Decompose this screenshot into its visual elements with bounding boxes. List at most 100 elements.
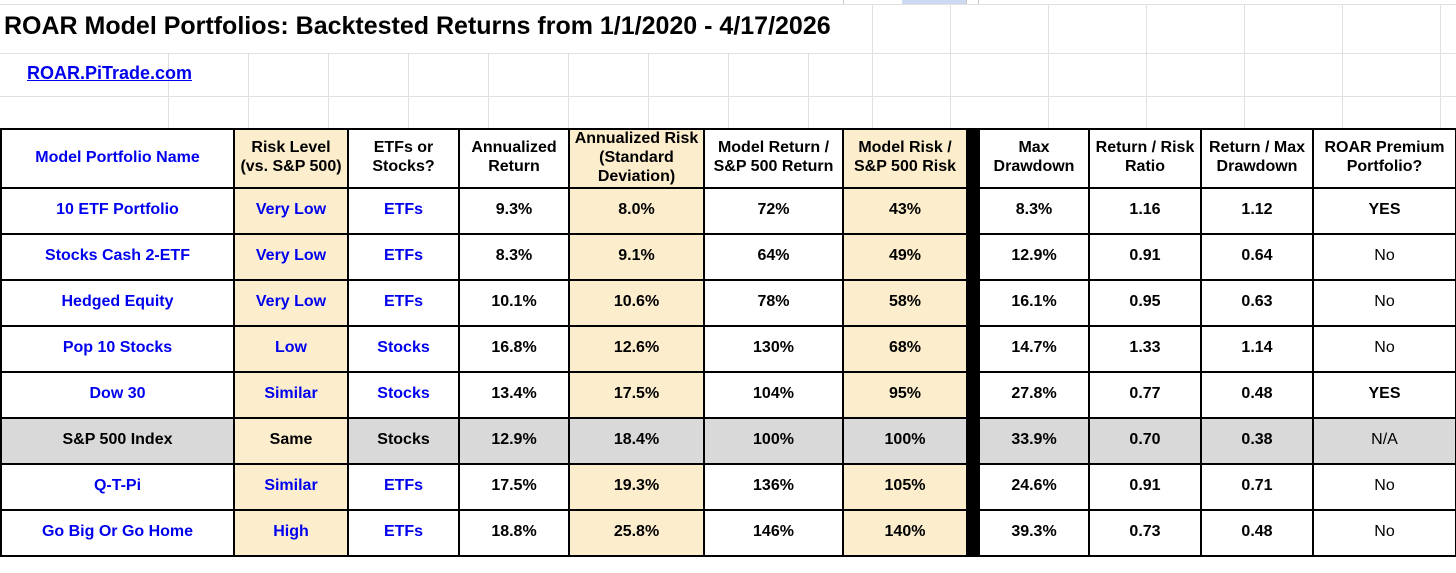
cell-premium: No xyxy=(1312,232,1456,281)
cell-return_risk_ratio: 1.16 xyxy=(1088,186,1202,235)
cell-annualized_return: 9.3% xyxy=(458,186,570,235)
table-row-go-big-or-go-home: Go Big Or Go Home High ETFs 18.8% 25.8% 146% 1… xyxy=(0,508,1456,557)
cell-etfs_or_stocks: ETFs xyxy=(347,186,460,235)
column-header-model_risk: Model Risk / S&P 500 Risk xyxy=(842,128,968,189)
cell-etfs_or_stocks: Stocks xyxy=(347,416,460,465)
site-link[interactable]: ROAR.PiTrade.com xyxy=(27,63,193,83)
gridline xyxy=(568,53,569,128)
cell-premium: N/A xyxy=(1312,416,1456,465)
cell-etfs_or_stocks: ETFs xyxy=(347,232,460,281)
cell-annualized_return: 17.5% xyxy=(458,462,570,511)
cell-return_max_drawdown: 1.14 xyxy=(1200,324,1314,373)
cell-model_return: 64% xyxy=(703,232,844,281)
cell-name: Dow 30 xyxy=(0,370,235,419)
cell-return_max_drawdown: 0.64 xyxy=(1200,232,1314,281)
cell-etfs_or_stocks: ETFs xyxy=(347,508,460,557)
column-header-return_max_drawdown: Return / Max Drawdown xyxy=(1200,128,1314,189)
gridline-tick xyxy=(978,0,979,4)
cell-model_risk: 68% xyxy=(842,324,968,373)
cell-annualized_return: 12.9% xyxy=(458,416,570,465)
gridline xyxy=(728,53,729,128)
cell-model_risk: 105% xyxy=(842,462,968,511)
gridline xyxy=(488,53,489,128)
gridline xyxy=(1342,5,1343,128)
cell-return_risk_ratio: 0.91 xyxy=(1088,462,1202,511)
gridline xyxy=(1146,5,1147,128)
column-header-risk_level: Risk Level (vs. S&P 500) xyxy=(233,128,349,189)
column-header-model_return: Model Return / S&P 500 Return xyxy=(703,128,844,189)
cell-premium: No xyxy=(1312,278,1456,327)
cell-max_drawdown: 12.9% xyxy=(978,232,1090,281)
cell-annualized_risk: 9.1% xyxy=(568,232,705,281)
cell-annualized_return: 13.4% xyxy=(458,370,570,419)
page-title: ROAR Model Portfolios: Backtested Return… xyxy=(4,12,831,40)
cell-name: Go Big Or Go Home xyxy=(0,508,235,557)
cell-model_risk: 100% xyxy=(842,416,968,465)
portfolio-table: Model Portfolio Name Risk Level (vs. S&P … xyxy=(0,128,1456,557)
column-header-premium: ROAR Premium Portfolio? xyxy=(1312,128,1456,189)
column-header-etfs_or_stocks: ETFs or Stocks? xyxy=(347,128,460,189)
table-row-q-t-pi: Q-T-Pi Similar ETFs 17.5% 19.3% 136% 105% 24.6%… xyxy=(0,462,1456,511)
cell-return_risk_ratio: 0.70 xyxy=(1088,416,1202,465)
cell-name: Hedged Equity xyxy=(0,278,235,327)
gridline xyxy=(0,4,1456,5)
gridline-tick xyxy=(966,0,967,4)
cell-model_return: 104% xyxy=(703,370,844,419)
column-divider xyxy=(966,128,980,189)
cell-return_max_drawdown: 0.48 xyxy=(1200,370,1314,419)
table-header-row: Model Portfolio Name Risk Level (vs. S&P … xyxy=(0,128,1456,189)
cell-etfs_or_stocks: ETFs xyxy=(347,462,460,511)
column-divider xyxy=(966,324,980,373)
cell-return_max_drawdown: 0.48 xyxy=(1200,508,1314,557)
cell-premium: No xyxy=(1312,508,1456,557)
column-header-return_risk_ratio: Return / Risk Ratio xyxy=(1088,128,1202,189)
cell-name: Q-T-Pi xyxy=(0,462,235,511)
cell-premium: No xyxy=(1312,324,1456,373)
cell-return_risk_ratio: 0.95 xyxy=(1088,278,1202,327)
gridline xyxy=(248,53,249,128)
cell-risk_level: Similar xyxy=(233,462,349,511)
cell-model_risk: 58% xyxy=(842,278,968,327)
cell-name: 10 ETF Portfolio xyxy=(0,186,235,235)
cell-annualized_risk: 25.8% xyxy=(568,508,705,557)
column-divider xyxy=(966,370,980,419)
gridline xyxy=(872,5,873,128)
gridline xyxy=(408,53,409,128)
gridline-tick xyxy=(843,0,844,4)
cell-return_risk_ratio: 1.33 xyxy=(1088,324,1202,373)
cell-annualized_return: 18.8% xyxy=(458,508,570,557)
cell-etfs_or_stocks: ETFs xyxy=(347,278,460,327)
gridline xyxy=(1440,5,1441,128)
column-divider xyxy=(966,416,980,465)
gridline xyxy=(648,53,649,128)
cell-return_max_drawdown: 1.12 xyxy=(1200,186,1314,235)
cell-risk_level: Same xyxy=(233,416,349,465)
cell-model_return: 130% xyxy=(703,324,844,373)
column-header-annualized_risk: Annualized Risk (Standard Deviation) xyxy=(568,128,705,189)
cell-annualized_return: 10.1% xyxy=(458,278,570,327)
cell-premium: No xyxy=(1312,462,1456,511)
table-row-stocks-cash-2-etf: Stocks Cash 2-ETF Very Low ETFs 8.3% 9.1% 64%… xyxy=(0,232,1456,281)
cell-name: Pop 10 Stocks xyxy=(0,324,235,373)
link-row: ROAR.PiTrade.com xyxy=(27,63,192,84)
cell-model_risk: 43% xyxy=(842,186,968,235)
selected-cell-fragment xyxy=(902,0,966,4)
cell-premium: YES xyxy=(1312,370,1456,419)
column-divider xyxy=(966,508,980,557)
cell-model_return: 146% xyxy=(703,508,844,557)
cell-name: S&P 500 Index xyxy=(0,416,235,465)
column-header-annualized_return: Annualized Return xyxy=(458,128,570,189)
gridline xyxy=(1048,5,1049,128)
column-divider xyxy=(966,186,980,235)
cell-etfs_or_stocks: Stocks xyxy=(347,370,460,419)
gridline xyxy=(1244,5,1245,128)
table-row-10-etf-portfolio: 10 ETF Portfolio Very Low ETFs 9.3% 8.0% 72% 4… xyxy=(0,186,1456,235)
cell-model_risk: 95% xyxy=(842,370,968,419)
column-header-name: Model Portfolio Name xyxy=(0,128,235,189)
cell-risk_level: Very Low xyxy=(233,278,349,327)
cell-annualized_risk: 17.5% xyxy=(568,370,705,419)
cell-etfs_or_stocks: Stocks xyxy=(347,324,460,373)
cell-max_drawdown: 33.9% xyxy=(978,416,1090,465)
gridline xyxy=(328,53,329,128)
